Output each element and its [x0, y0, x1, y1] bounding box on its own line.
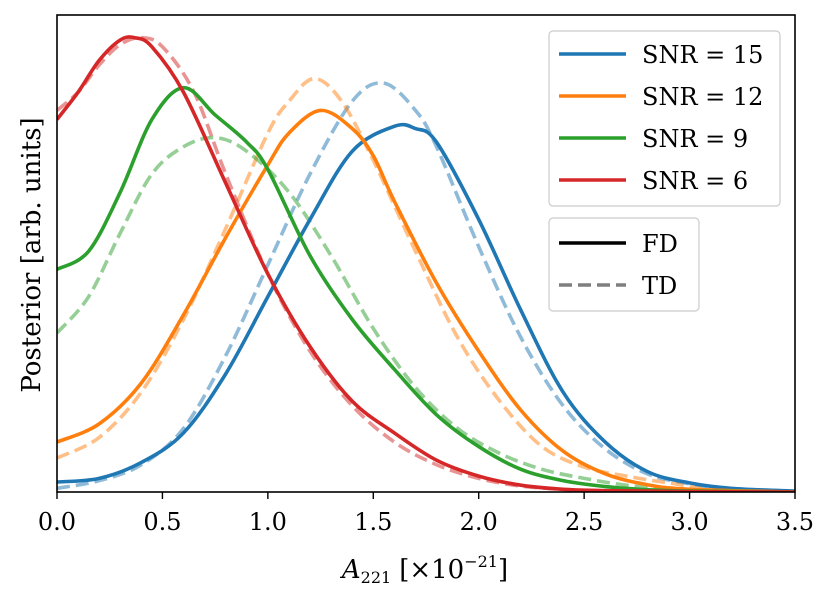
series-line-snr-12-fd — [57, 108, 795, 492]
series-line-snr-15-fd — [57, 122, 795, 492]
y-axis-label: Posterior [arb. units] — [17, 117, 47, 392]
legend-fd-label: FD — [642, 230, 678, 258]
legend-snr-entry: SNR = 12 — [559, 83, 763, 111]
legend-snr-box — [548, 30, 781, 207]
series-line-snr-9-fd — [57, 85, 795, 492]
legend-method-entry: TD — [559, 272, 677, 300]
x-axis-ticks: 0.0 0.5 1.0 1.5 2.0 2.5 3.0 3.5 — [38, 492, 814, 536]
x-tick-label: 2.0 — [460, 508, 498, 536]
legend-method: FD TD — [548, 217, 700, 312]
legend-snr: SNR = 15 SNR = 12 SNR = 9 SNR = 6 — [548, 30, 781, 207]
x-axis-label-subscript: 221 — [361, 568, 392, 587]
x-tick-label: 2.5 — [565, 508, 603, 536]
legend-snr-6-label: SNR = 6 — [642, 167, 748, 195]
legend-snr-entry: SNR = 9 — [559, 125, 748, 153]
x-tick-label: 0.5 — [143, 508, 181, 536]
x-axis-label-unit-prefix: [×10 — [399, 555, 464, 585]
legend-snr-15-label: SNR = 15 — [642, 41, 763, 69]
plot-area — [57, 35, 795, 492]
series-line-snr-9-td — [57, 135, 795, 492]
legend-snr-12-label: SNR = 12 — [642, 83, 763, 111]
x-tick-label: 3.5 — [776, 508, 814, 536]
series-line-snr-12-td — [57, 76, 795, 492]
x-axis-label: A221 [×10−21] — [340, 552, 508, 587]
x-tick-label: 1.0 — [249, 508, 287, 536]
x-axis-label-symbol: A — [340, 555, 361, 585]
legend-snr-entry: SNR = 15 — [559, 41, 763, 69]
series-line-snr-6-fd — [57, 35, 795, 492]
axes-border — [56, 14, 796, 493]
legend-td-label: TD — [642, 272, 677, 300]
legend-snr-9-label: SNR = 9 — [642, 125, 748, 153]
x-tick-label: 0.0 — [38, 508, 76, 536]
x-tick-label: 1.5 — [354, 508, 392, 536]
x-tick-label: 3.0 — [670, 508, 708, 536]
series-line-snr-15-td — [57, 81, 795, 492]
axes-frame — [56, 14, 796, 493]
x-axis-label-exponent: −21 — [464, 552, 498, 571]
x-axis-label-unit-suffix: ] — [498, 555, 508, 585]
legend-method-entry: FD — [559, 230, 678, 258]
legend-snr-entry: SNR = 6 — [559, 167, 748, 195]
